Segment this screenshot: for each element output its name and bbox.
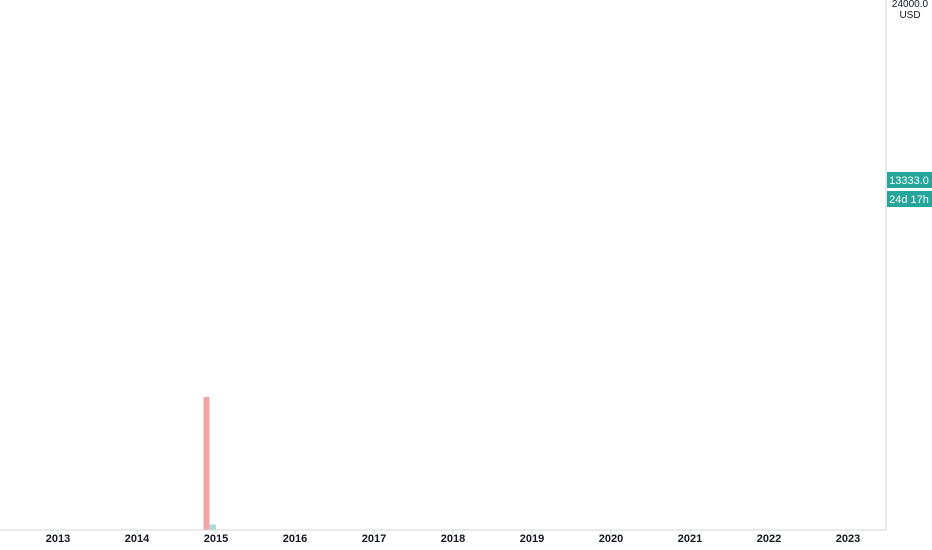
time-axis-label: 2017 [362, 533, 386, 545]
time-axis-label: 2015 [204, 533, 228, 545]
current-price-tag: 13333.0 24d 17h [887, 172, 932, 207]
countdown-tag-bg [887, 191, 932, 207]
time-axis-label: 2018 [441, 533, 465, 545]
time-axis-label: 2022 [757, 533, 781, 545]
time-axis-label: 2014 [125, 533, 150, 545]
volume-bar [209, 524, 216, 530]
price-axis-header-value: 24000.0 [892, 0, 929, 10]
time-axis-label: 2023 [836, 533, 860, 545]
volume-bar [203, 397, 210, 530]
time-axis[interactable]: 2013 2014 2015 2016 2017 2018 2019 2020 2021 2022… [46, 530, 860, 545]
time-axis-label: 2013 [46, 533, 70, 545]
current-price-tag-bg [887, 172, 932, 188]
plot-area[interactable] [0, 0, 886, 530]
price-axis[interactable]: 24000.0 USD 20000.018000.016000.014000.0… [886, 0, 932, 21]
time-axis-label: 2019 [520, 533, 544, 545]
current-price-label: 13333.0 [889, 175, 929, 187]
countdown-label: 24d 17h [889, 194, 929, 206]
time-axis-label: 2016 [283, 533, 307, 545]
price-axis-currency: USD [899, 10, 920, 21]
time-axis-label: 2020 [599, 533, 623, 545]
time-axis-label: 2021 [678, 533, 702, 545]
